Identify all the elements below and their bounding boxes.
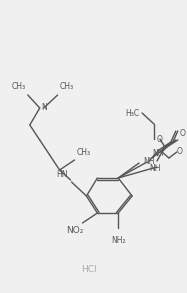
Text: CH₃: CH₃ [12, 82, 26, 91]
Text: NO₂: NO₂ [66, 226, 83, 235]
Text: HCl: HCl [82, 265, 97, 275]
Text: CH₃: CH₃ [60, 82, 74, 91]
Text: CH₃: CH₃ [76, 148, 91, 157]
Text: O: O [177, 147, 183, 156]
Text: NH: NH [143, 156, 155, 166]
Text: O: O [157, 134, 163, 144]
Text: NH: NH [149, 164, 161, 173]
Text: HN: HN [56, 170, 68, 179]
Text: NH: NH [152, 149, 163, 158]
Text: H₃C: H₃C [125, 108, 139, 117]
Text: NH₂: NH₂ [111, 236, 125, 245]
Text: O: O [180, 129, 186, 138]
Text: N: N [42, 103, 47, 113]
